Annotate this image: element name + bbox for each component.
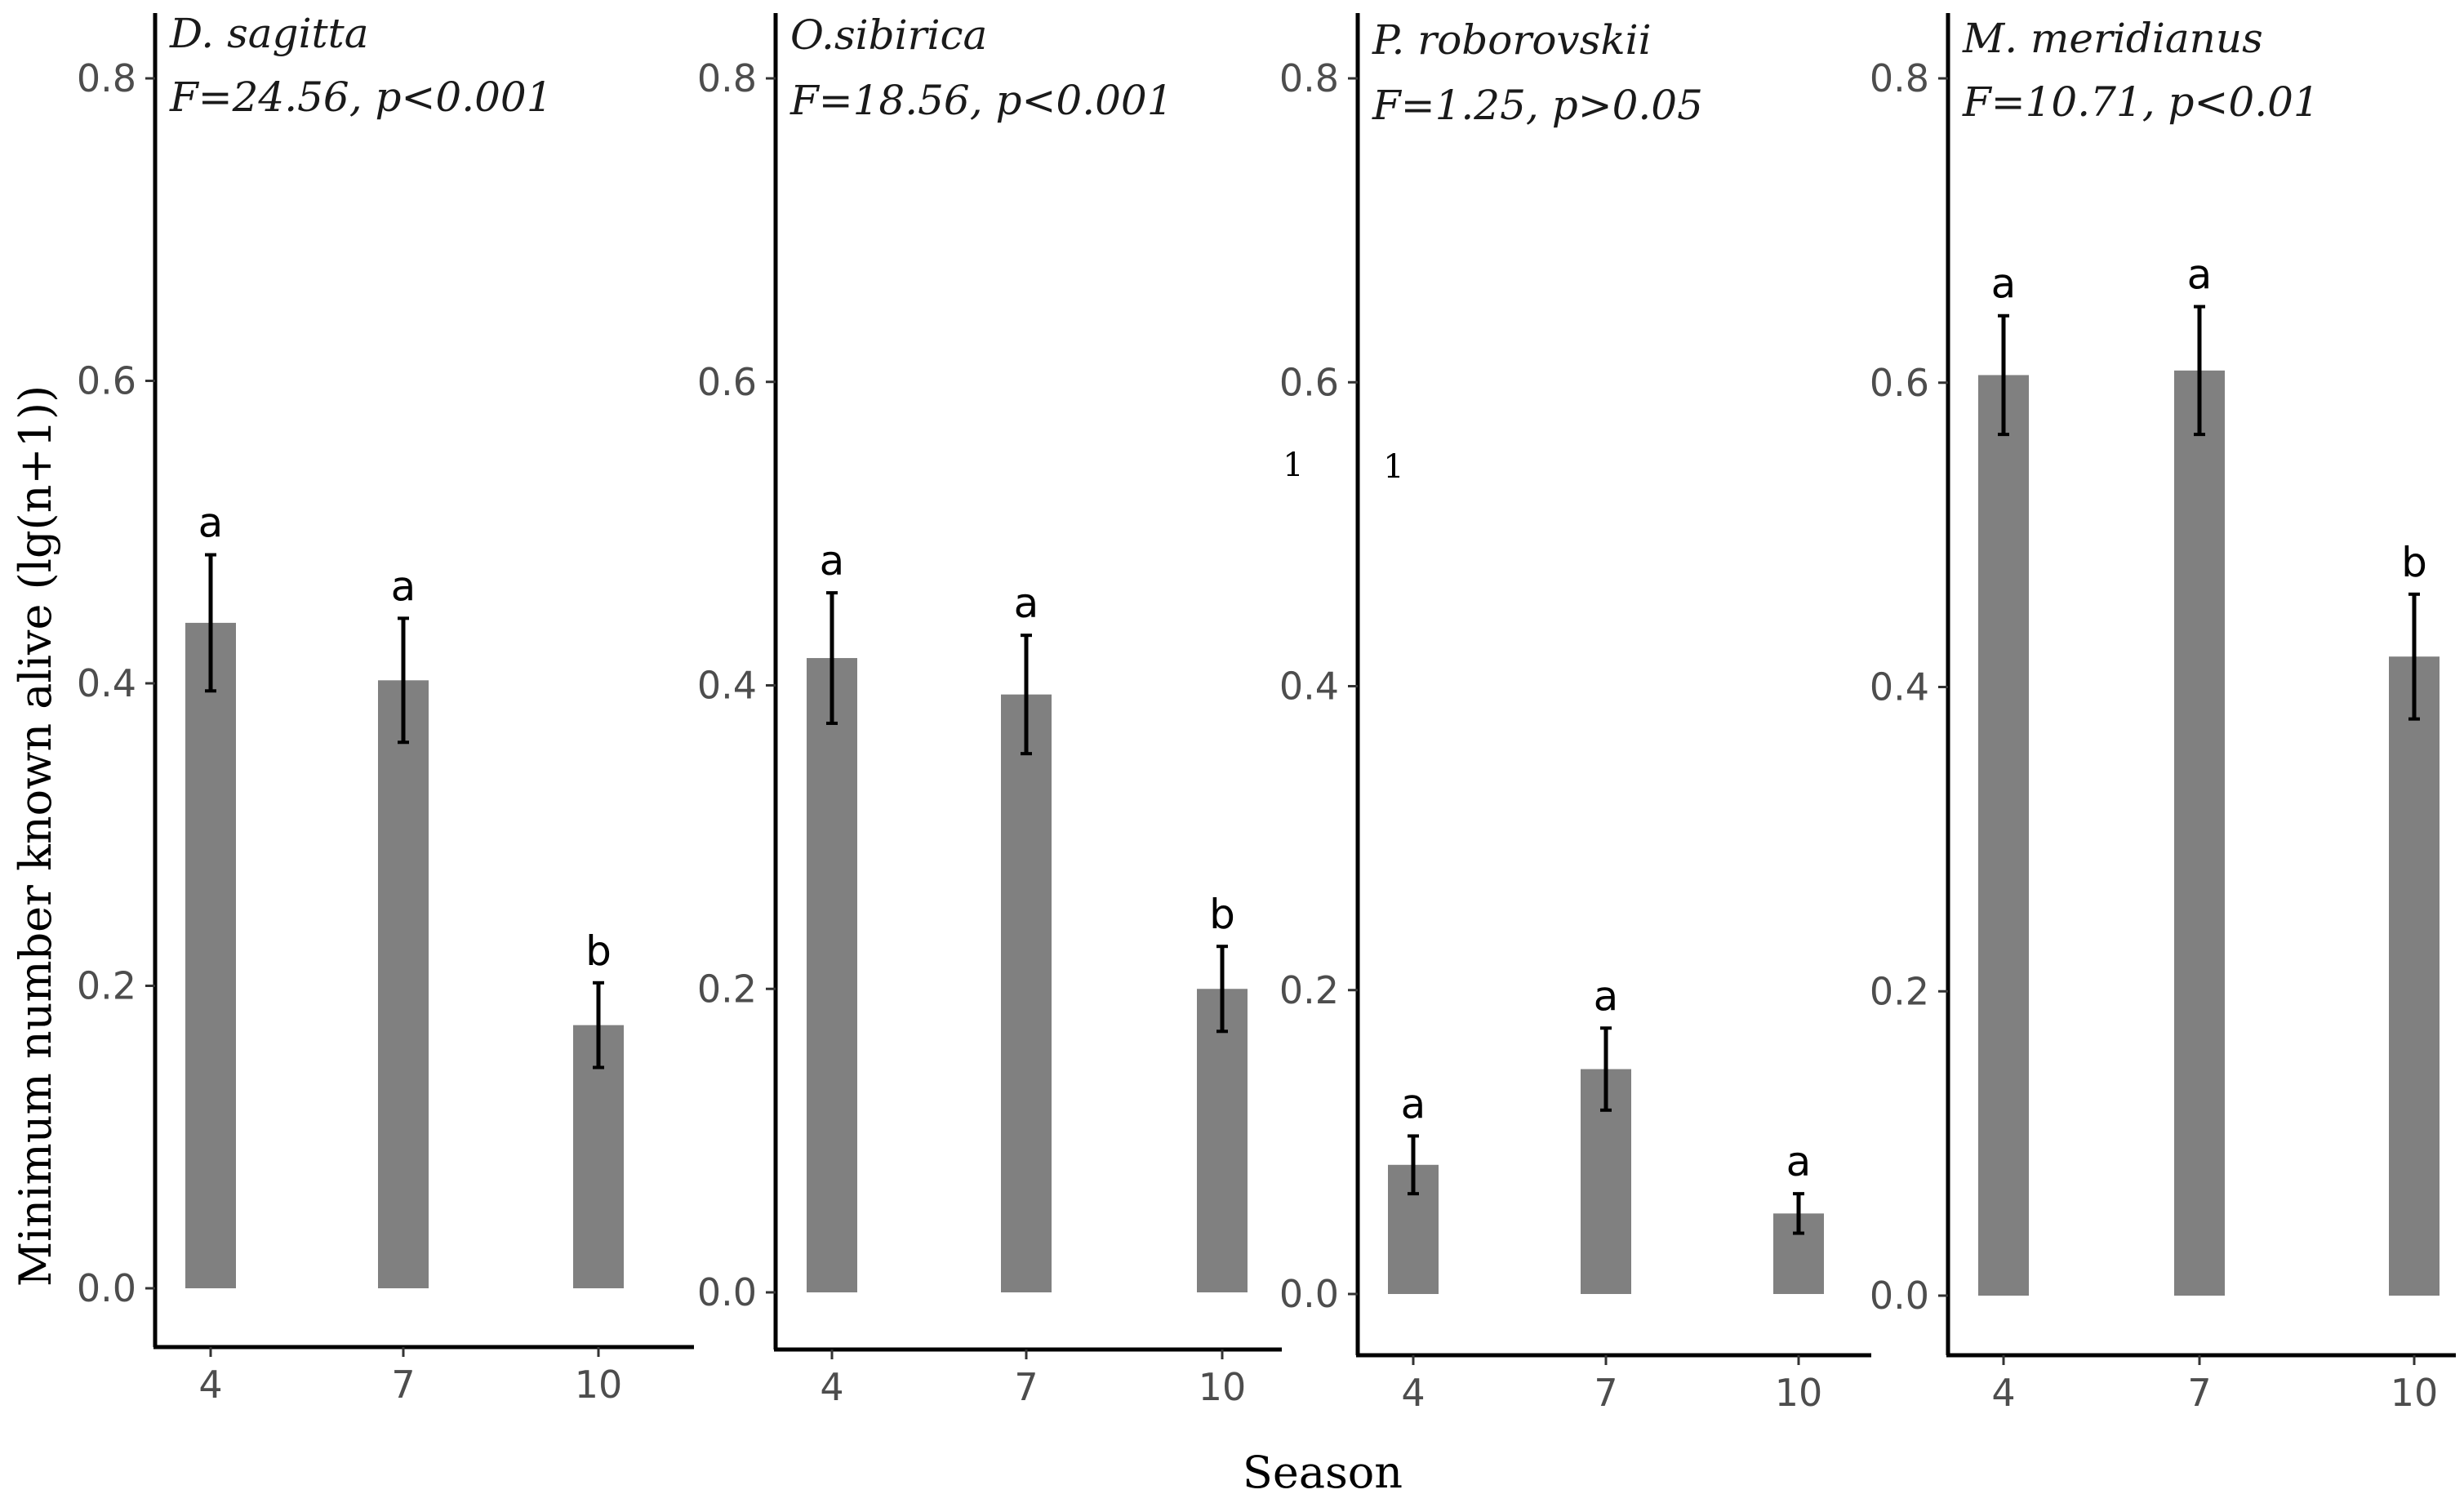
y-tick-label: 0.8 (1870, 56, 1929, 100)
significance-letter: b (1209, 891, 1235, 938)
y-tick-label: 0.4 (697, 664, 757, 708)
x-tick-label: 4 (1991, 1371, 2015, 1415)
significance-letter: a (1014, 580, 1039, 627)
x-axis-title: Season (1243, 1447, 1403, 1498)
y-tick-label: 0.0 (1279, 1272, 1339, 1316)
y-tick-label: 0.8 (1279, 56, 1339, 100)
x-tick-label: 10 (575, 1363, 623, 1407)
significance-letter: a (820, 537, 845, 585)
bar (2389, 656, 2440, 1296)
significance-letter: a (1401, 1080, 1426, 1127)
y-tick-label: 0.4 (77, 661, 136, 705)
significance-letter: b (585, 927, 612, 975)
x-tick-label: 4 (1401, 1371, 1425, 1415)
panel-title: P. roborovskii (1372, 16, 1652, 64)
y-tick-label: 0.0 (77, 1266, 136, 1310)
bar (1001, 694, 1052, 1292)
stray-mark: 1 (1383, 448, 1403, 486)
panel-3: 0.0 0.2 0.4 0.6 0.8 a 4 a 7 a 10 P. roborovskii F=1.… (1279, 13, 1871, 1415)
x-tick-label: 7 (391, 1363, 415, 1407)
y-tick-label: 0.8 (697, 56, 757, 100)
y-tick-label: 0.6 (1870, 361, 1929, 405)
significance-letter: a (1991, 260, 2017, 308)
x-tick-label: 10 (2391, 1371, 2439, 1415)
panel-2: 0.0 0.2 0.4 0.6 0.8 a 4 a 7 b 10 O.sibirica F=18.56,… (697, 11, 1282, 1409)
y-tick-label: 0.6 (77, 359, 136, 403)
x-tick-label: 7 (1594, 1371, 1617, 1415)
panel-statistic: F=1.25, p>0.05 (1372, 82, 1703, 129)
stray-mark: 1 (1283, 447, 1303, 484)
y-tick-label: 0.6 (1279, 360, 1339, 404)
y-tick-label: 0.6 (697, 360, 757, 404)
y-axis-title: Minimum number known alive (lg(n+1)) (10, 385, 61, 1287)
x-tick-label: 4 (198, 1363, 222, 1407)
bar (2174, 370, 2225, 1296)
bar (1978, 375, 2029, 1296)
panel-statistic: F=24.56, p<0.001 (169, 73, 553, 121)
bar (185, 622, 236, 1288)
significance-letter: a (391, 563, 416, 610)
panel-title: D. sagitta (169, 10, 369, 57)
significance-letter: b (2401, 539, 2427, 586)
panel-statistic: F=18.56, p<0.001 (789, 77, 1173, 124)
panel-title: O.sibirica (790, 11, 987, 59)
significance-letter: a (2187, 251, 2213, 299)
bar (378, 680, 429, 1288)
significance-letter: a (1594, 972, 1619, 1020)
y-tick-label: 0.2 (77, 964, 136, 1008)
chart-panels: 0.0 0.2 0.4 0.6 0.8 a 4 a 7 b 10 D. sagitta F=24.56,… (77, 10, 2456, 1415)
x-tick-label: 10 (1199, 1365, 1247, 1409)
bar (807, 658, 857, 1292)
panel-1: 0.0 0.2 0.4 0.6 0.8 a 4 a 7 b 10 D. sagitta F=24.56,… (77, 10, 694, 1407)
bar (1197, 989, 1248, 1292)
y-tick-label: 0.0 (1870, 1274, 1929, 1318)
x-tick-label: 10 (1775, 1371, 1823, 1415)
y-tick-label: 0.0 (697, 1270, 757, 1314)
panel-title: M. meridianus (1962, 15, 2263, 62)
significance-letter: a (198, 500, 224, 547)
y-tick-label: 0.8 (77, 56, 136, 100)
significance-letter: a (1786, 1138, 1812, 1185)
y-tick-label: 0.2 (697, 967, 757, 1011)
x-tick-label: 7 (1014, 1365, 1038, 1409)
panel-statistic: F=10.71, p<0.01 (1962, 78, 2319, 126)
y-tick-label: 0.2 (1870, 969, 1929, 1013)
x-tick-label: 7 (2187, 1371, 2211, 1415)
panel-4: 0.0 0.2 0.4 0.6 0.8 a 4 a 7 b 10 M. meridianus F=10.… (1870, 13, 2456, 1415)
y-tick-label: 0.4 (1279, 665, 1339, 709)
y-tick-label: 0.2 (1279, 968, 1339, 1012)
y-tick-label: 0.4 (1870, 665, 1929, 709)
x-tick-label: 4 (820, 1365, 843, 1409)
